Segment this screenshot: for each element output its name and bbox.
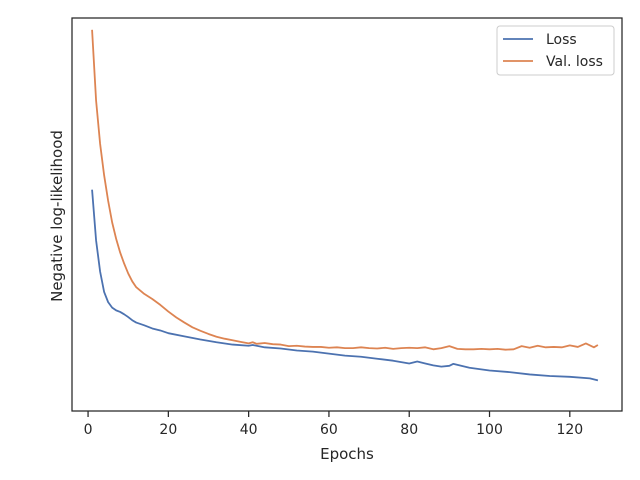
x-tick-label-120: 120 (556, 422, 583, 438)
x-axis: 0 20 40 60 80 100 120 (84, 411, 583, 438)
legend-label-loss: Loss (546, 32, 577, 48)
plot-frame (71, 17, 623, 412)
y-axis-label: Negative log-likelihood (48, 130, 66, 302)
series-line-val-loss (91, 29, 599, 351)
x-tick-label-0: 0 (84, 422, 93, 438)
x-tick-label-20: 20 (159, 422, 177, 438)
series-layer (91, 29, 599, 382)
legend-label-val-loss: Val. loss (546, 54, 603, 70)
x-tick-label-60: 60 (320, 422, 338, 438)
x-tick-label-80: 80 (400, 422, 418, 438)
series-line-loss (91, 189, 599, 382)
x-tick-label-40: 40 (240, 422, 258, 438)
x-tick-label-100: 100 (476, 422, 503, 438)
x-axis-label: Epochs (320, 445, 374, 463)
legend: Loss Val. loss (496, 25, 615, 76)
